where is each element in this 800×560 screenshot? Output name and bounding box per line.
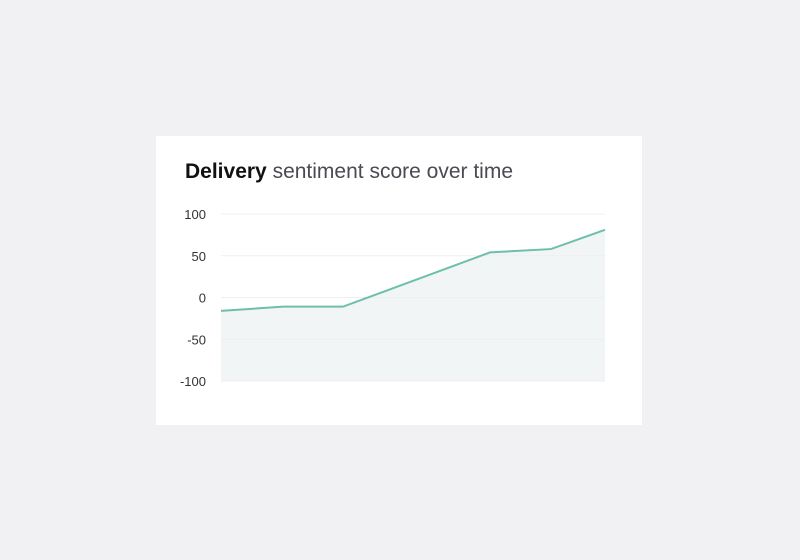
chart-title: Delivery sentiment score over time xyxy=(185,160,513,184)
y-tick-label: 50 xyxy=(192,249,206,264)
y-tick-label: -50 xyxy=(187,332,206,347)
title-rest: sentiment score over time xyxy=(272,160,514,183)
area-fill xyxy=(221,229,605,381)
y-tick-label: -100 xyxy=(180,374,206,389)
chart-card: Delivery sentiment score over time 100 50… xyxy=(156,136,642,425)
title-bold: Delivery xyxy=(185,160,267,183)
y-tick-label: 0 xyxy=(199,291,206,306)
line-chart: 100 50 0 -50 -100 xyxy=(180,207,606,389)
y-tick-label: 100 xyxy=(184,207,206,222)
series-line xyxy=(220,228,606,312)
